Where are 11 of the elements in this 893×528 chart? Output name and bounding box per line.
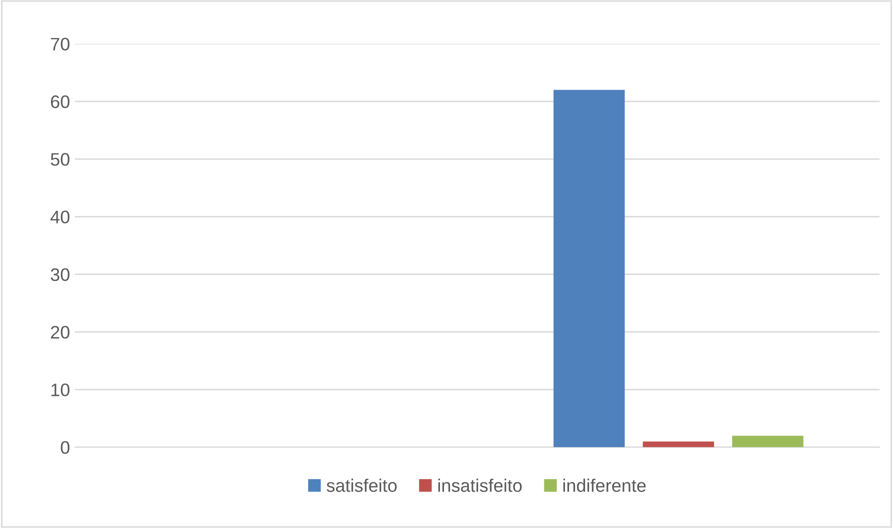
- y-tick-label: 40: [50, 210, 70, 224]
- y-tick-label: 10: [51, 384, 70, 396]
- y-tick-label: 60: [50, 95, 70, 108]
- legend-label: satisfeito: [326, 478, 397, 492]
- legend-label: insatisfeito: [438, 478, 522, 492]
- y-tick-label: 30: [50, 268, 70, 282]
- y-tick-label: 50: [50, 153, 70, 166]
- y-tick-label: 70: [50, 38, 70, 51]
- legend-label: indiferente: [563, 478, 646, 492]
- y-tick-label: 20: [50, 326, 70, 339]
- y-tick-label: 0: [60, 441, 70, 454]
